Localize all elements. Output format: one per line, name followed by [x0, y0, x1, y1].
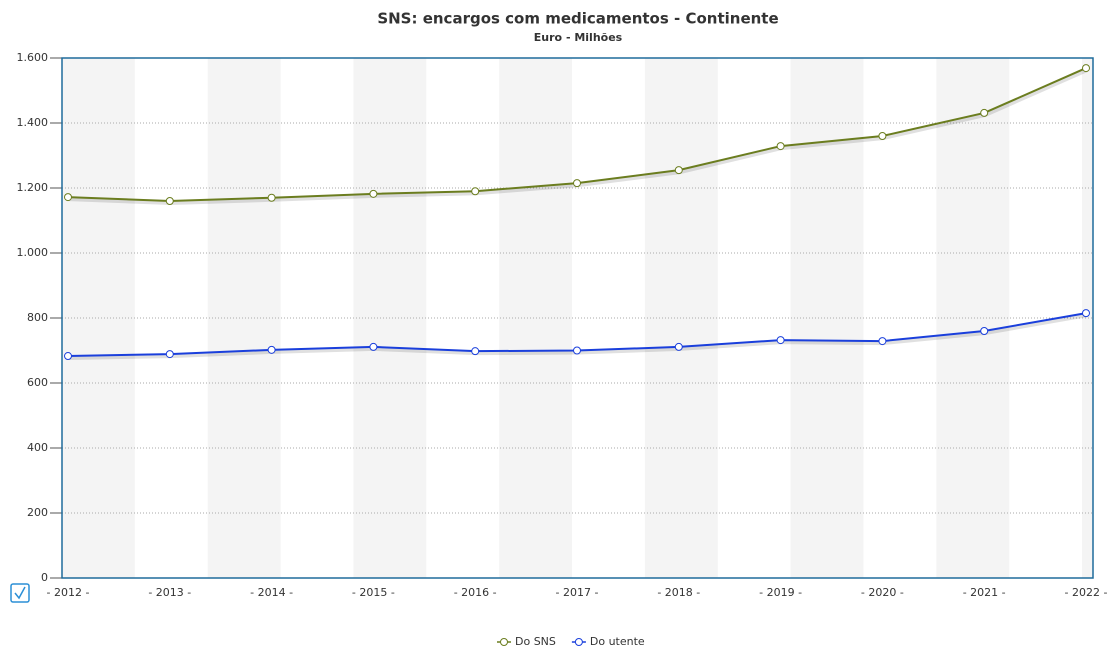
x-tick-label: - 2017 -	[556, 586, 599, 599]
point	[674, 342, 683, 351]
point	[471, 187, 480, 196]
band	[644, 58, 718, 578]
y-tick-label: 800	[27, 311, 48, 324]
legend-marker	[574, 638, 583, 646]
legend-item[interactable]: Do SNS	[497, 635, 556, 648]
point	[878, 337, 887, 346]
legend-label: Do utente	[590, 635, 645, 648]
point	[471, 347, 480, 356]
point	[64, 193, 72, 202]
band	[499, 58, 573, 578]
y-tick-label: 1.200	[17, 181, 49, 194]
point	[267, 345, 276, 354]
point	[980, 108, 989, 117]
x-tick-label: - 2015 -	[352, 586, 395, 599]
y-tick-label: 1.000	[17, 246, 49, 259]
x-tick-label: - 2013 -	[148, 586, 191, 599]
x-tick-label: - 2020 -	[861, 586, 904, 599]
band	[207, 58, 281, 578]
band	[936, 58, 1010, 578]
checkbox-box[interactable]	[10, 583, 30, 603]
point	[776, 336, 785, 345]
x-tick-label: - 2018 -	[657, 586, 700, 599]
x-tick-label: - 2021 -	[963, 586, 1006, 599]
x-tick-label: - 2016 -	[454, 586, 497, 599]
checkbox-icon[interactable]	[10, 583, 30, 603]
x-tick-label: - 2022 -	[1065, 586, 1108, 599]
y-tick-label: 400	[27, 441, 48, 454]
x-tick-label: - 2014 -	[250, 586, 293, 599]
point	[369, 189, 378, 198]
point	[573, 346, 581, 355]
point	[878, 132, 887, 140]
band	[1082, 58, 1093, 578]
x-tick-label: - 2019 -	[759, 586, 802, 599]
legend-label: Do SNS	[515, 635, 556, 648]
legend-item[interactable]: Do utente	[571, 635, 645, 648]
point	[1082, 309, 1090, 318]
point	[267, 193, 276, 202]
y-tick-label: 600	[27, 376, 48, 389]
point	[980, 327, 989, 335]
point	[64, 352, 72, 361]
point	[573, 179, 581, 188]
y-tick-label: 200	[27, 506, 48, 519]
y-tick-label: 1.400	[17, 116, 49, 129]
y-tick-label: 1.600	[17, 51, 49, 64]
point	[369, 342, 378, 351]
point	[165, 350, 174, 359]
x-tick-label: - 2012 -	[47, 586, 90, 599]
y-tick-label: 0	[41, 571, 48, 584]
chart-title: SNS: encargos com medicamentos - Contine…	[377, 10, 778, 28]
checkbox-tick	[14, 586, 26, 600]
point	[674, 166, 683, 175]
plot-border	[61, 57, 1094, 579]
point	[1082, 64, 1090, 73]
point	[776, 142, 785, 151]
point	[165, 197, 174, 205]
chart-subtitle: Euro - Milhões	[534, 31, 623, 44]
legend-marker	[500, 638, 508, 646]
